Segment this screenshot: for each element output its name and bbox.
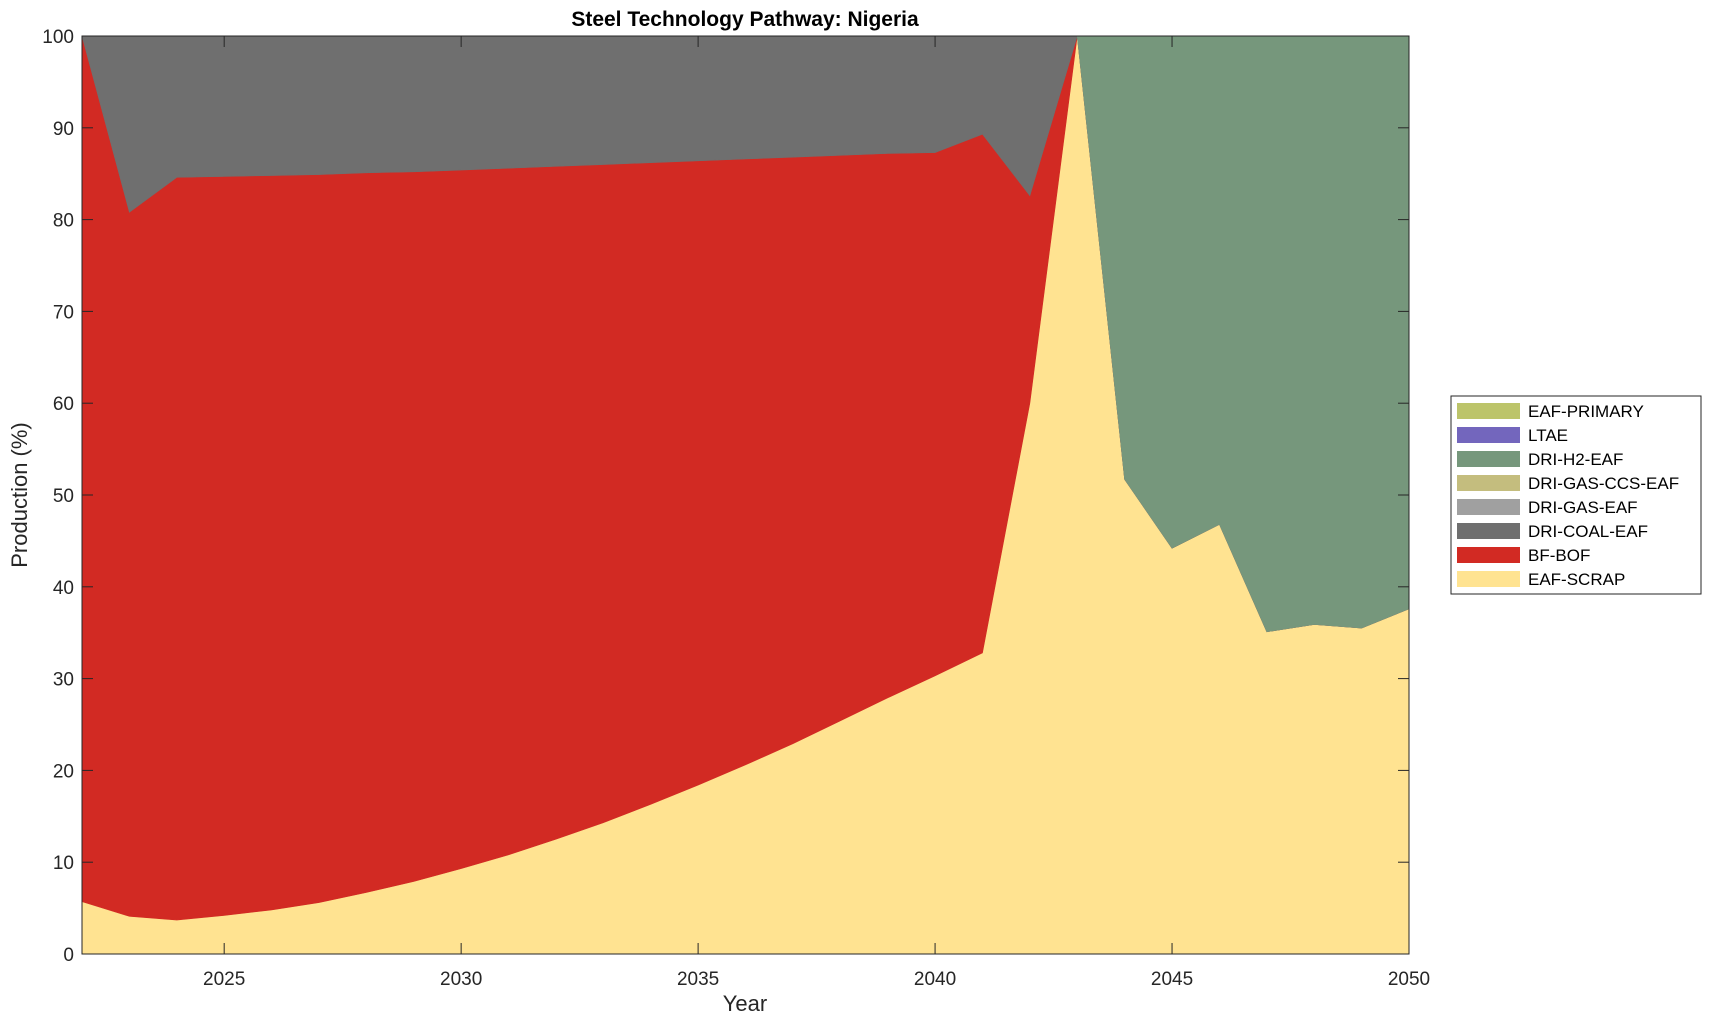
y-tick-label: 60	[53, 394, 74, 415]
legend-swatch-dri-gas-eaf	[1457, 499, 1520, 515]
x-tick-label: 2030	[440, 969, 482, 990]
x-tick-label: 2040	[914, 969, 956, 990]
y-tick-label: 30	[53, 670, 74, 691]
x-tick-label: 2025	[203, 969, 245, 990]
x-tick-label: 2045	[1151, 969, 1193, 990]
legend-label-dri-gas-eaf: DRI-GAS-EAF	[1528, 498, 1638, 517]
x-tick-label: 2035	[677, 969, 719, 990]
x-tick-label: 2050	[1388, 969, 1430, 990]
y-axis: 0 10 20 30 40 50 60 70 80 90 100	[42, 27, 1409, 966]
legend-swatch-ltae	[1457, 427, 1520, 443]
x-axis-title: Year	[723, 991, 767, 1016]
legend-swatch-dri-gas-ccs-eaf	[1457, 475, 1520, 491]
y-tick-label: 50	[53, 486, 74, 507]
y-tick-label: 90	[53, 119, 74, 140]
legend-label-eaf-primary: EAF-PRIMARY	[1528, 402, 1644, 421]
legend: EAF-PRIMARY LTAE DRI-H2-EAF DRI-GAS-CCS-EAF…	[1450, 395, 1702, 595]
legend-swatch-eaf-primary	[1457, 403, 1520, 419]
legend-label-dri-coal-eaf: DRI-COAL-EAF	[1528, 522, 1648, 541]
y-tick-label: 0	[63, 945, 74, 966]
chart-title: Steel Technology Pathway: Nigeria	[571, 8, 919, 31]
legend-label-ltae: LTAE	[1528, 426, 1568, 445]
y-tick-label: 10	[53, 853, 74, 874]
legend-label-dri-gas-ccs-eaf: DRI-GAS-CCS-EAF	[1528, 474, 1679, 493]
y-tick-label: 70	[53, 302, 74, 323]
y-tick-label: 80	[53, 211, 74, 232]
legend-swatch-dri-coal-eaf	[1457, 523, 1520, 539]
legend-swatch-eaf-scrap	[1457, 571, 1520, 587]
x-axis: 2025 2030 2035 2040 2045 2050	[203, 36, 1430, 990]
y-tick-label: 100	[42, 27, 74, 48]
legend-label-eaf-scrap: EAF-SCRAP	[1528, 570, 1625, 589]
area-layers	[81, 35, 1410, 955]
y-tick-label: 20	[53, 761, 74, 782]
legend-swatch-dri-h2-eaf	[1457, 451, 1520, 467]
legend-label-bf-bof: BF-BOF	[1528, 546, 1590, 565]
legend-label-dri-h2-eaf: DRI-H2-EAF	[1528, 450, 1623, 469]
y-tick-label: 40	[53, 578, 74, 599]
legend-swatch-bf-bof	[1457, 547, 1520, 563]
y-axis-title: Production (%)	[7, 422, 32, 568]
